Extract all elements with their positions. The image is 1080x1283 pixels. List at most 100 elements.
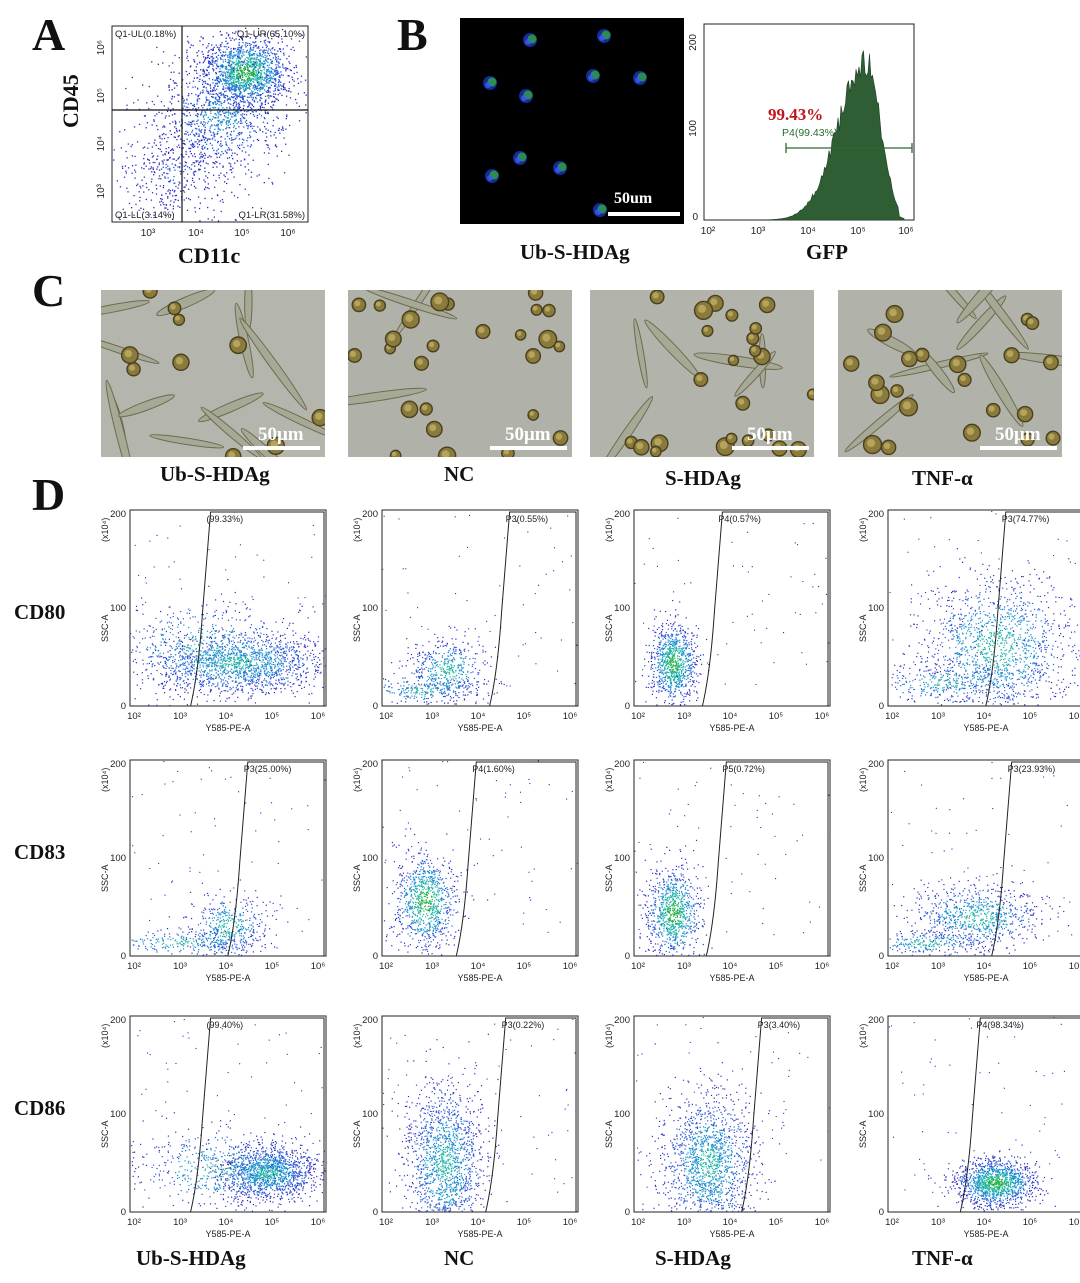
- a-dot: [206, 69, 208, 72]
- a-dot: [224, 91, 226, 93]
- a-dot: [235, 94, 237, 97]
- flow-dot: [166, 622, 168, 624]
- a-dot: [275, 71, 277, 73]
- flow-dot: [161, 674, 163, 676]
- d-row-label-cd83: CD83: [14, 840, 66, 864]
- a-dot: [222, 152, 225, 155]
- a-dot: [251, 64, 253, 66]
- a-dot: [237, 47, 239, 49]
- flow-dot: [189, 656, 191, 658]
- flow-dot: [449, 669, 451, 671]
- a-dot: [289, 69, 291, 71]
- flow-dot: [175, 663, 177, 665]
- flow-dot: [427, 669, 429, 671]
- flow-dot: [212, 683, 214, 685]
- a-dot: [246, 59, 248, 62]
- flow-dot: [214, 630, 216, 632]
- a-dot: [274, 49, 276, 51]
- a-dot: [222, 107, 224, 109]
- a-dot: [286, 115, 288, 118]
- flow-dot: [219, 659, 221, 661]
- a-dot: [217, 148, 219, 150]
- flow-dot: [270, 667, 272, 669]
- flow-dot: [210, 636, 212, 638]
- flow-dot: [286, 627, 288, 629]
- flow-dot: [262, 691, 264, 693]
- flow-dot: [163, 657, 165, 659]
- flow-dot: [217, 673, 219, 675]
- flow-dot: [313, 656, 315, 658]
- flow-dot: [286, 655, 288, 657]
- flow-dot: [168, 675, 170, 677]
- flow-dot: [265, 668, 267, 670]
- flow-dot: [227, 682, 229, 685]
- flow-dot: [230, 668, 232, 670]
- a-dot: [124, 129, 126, 131]
- a-dot: [216, 153, 218, 156]
- a-dot: [169, 167, 171, 170]
- a-dot: [194, 69, 196, 72]
- flow-dot: [305, 672, 307, 674]
- a-dot: [250, 58, 252, 60]
- flow-dot: [222, 629, 224, 631]
- a-dot: [229, 97, 231, 99]
- a-dot: [248, 64, 250, 66]
- flow-dot: [292, 660, 294, 662]
- flow-dot: [296, 668, 298, 670]
- a-dot: [236, 122, 238, 125]
- a-dot: [227, 110, 230, 112]
- flow-dot: [196, 667, 198, 669]
- flow-dot: [187, 684, 189, 686]
- a-dot: [281, 29, 284, 31]
- flow-dot: [245, 660, 247, 663]
- a-dot: [246, 78, 248, 80]
- a-dot: [264, 111, 267, 113]
- a-dot: [232, 158, 234, 160]
- a-dot: [201, 110, 203, 112]
- a-dot: [268, 54, 271, 57]
- a-dot: [217, 107, 220, 109]
- flow-dot: [158, 663, 160, 665]
- a-dot: [264, 118, 266, 120]
- flow-dot: [210, 674, 213, 676]
- a-dot: [219, 52, 222, 54]
- flow-dot: [482, 698, 485, 700]
- a-dot: [243, 105, 245, 107]
- a-dot: [229, 103, 231, 105]
- a-dot: [258, 78, 260, 80]
- a-dot: [268, 70, 270, 72]
- flow-dot: [299, 674, 302, 676]
- a-dot: [229, 99, 232, 101]
- flow-dot: [249, 660, 251, 662]
- a-dot: [231, 88, 233, 91]
- flow-dot: [243, 671, 245, 673]
- flow-dot: [199, 684, 201, 686]
- a-dot: [156, 125, 158, 127]
- a-dot: [215, 73, 217, 75]
- a-dot: [259, 53, 261, 55]
- a-dot: [175, 199, 177, 201]
- flow-dot: [176, 675, 178, 677]
- flow-dot: [281, 654, 283, 656]
- a-dot: [127, 143, 129, 145]
- flow-dot: [268, 640, 270, 642]
- flow-dot: [307, 645, 309, 647]
- flow-dot: [317, 640, 319, 643]
- flow-dot: [172, 624, 174, 627]
- a-dot: [265, 76, 267, 78]
- flow-dot: [222, 637, 224, 639]
- flow-dot: [184, 662, 186, 665]
- flow-dot: [264, 655, 266, 657]
- flow-dot: [291, 690, 293, 692]
- flow-dot: [284, 682, 286, 684]
- a-dot: [229, 87, 231, 89]
- a-dot: [243, 72, 245, 74]
- a-dot: [248, 76, 250, 78]
- flow-dot: [199, 688, 202, 691]
- flow-dot: [301, 605, 303, 607]
- a-dot: [250, 92, 252, 94]
- a-dot: [253, 61, 255, 63]
- flow-dot: [299, 603, 301, 605]
- flow-dot: [272, 672, 274, 674]
- a-dot: [218, 50, 220, 52]
